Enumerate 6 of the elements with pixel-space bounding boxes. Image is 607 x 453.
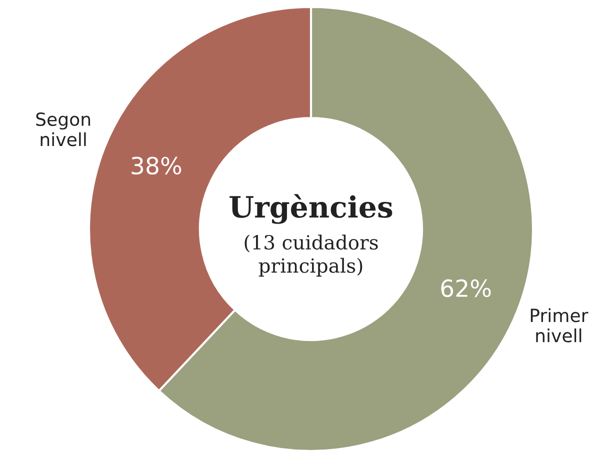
data-label: 62% <box>441 279 491 298</box>
text: Urgències <box>230 194 392 224</box>
slice-label: Segon nivell <box>36 112 90 146</box>
data-label: 38% <box>132 156 182 175</box>
text: (13 cuidadors principals) <box>244 234 378 277</box>
slice-label: Primer nivell <box>530 308 588 342</box>
